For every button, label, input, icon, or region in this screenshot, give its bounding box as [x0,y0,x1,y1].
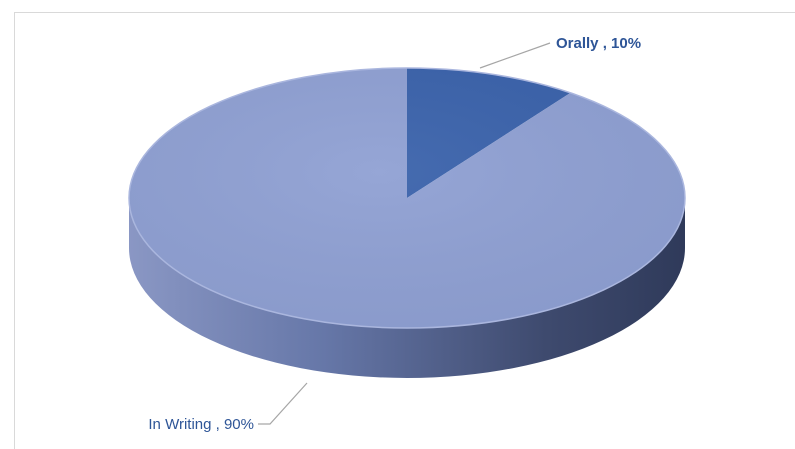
leader-line-in-writing [258,382,308,425]
chart-border-left [14,12,15,449]
data-label-in-writing: In Writing , 90% [148,416,254,433]
data-label-orally: Orally , 10% [556,35,641,52]
pie-side-wall [129,198,685,378]
chart-border-top [14,12,795,13]
pie-top-rim [128,67,686,329]
leader-line-orally [479,42,551,69]
